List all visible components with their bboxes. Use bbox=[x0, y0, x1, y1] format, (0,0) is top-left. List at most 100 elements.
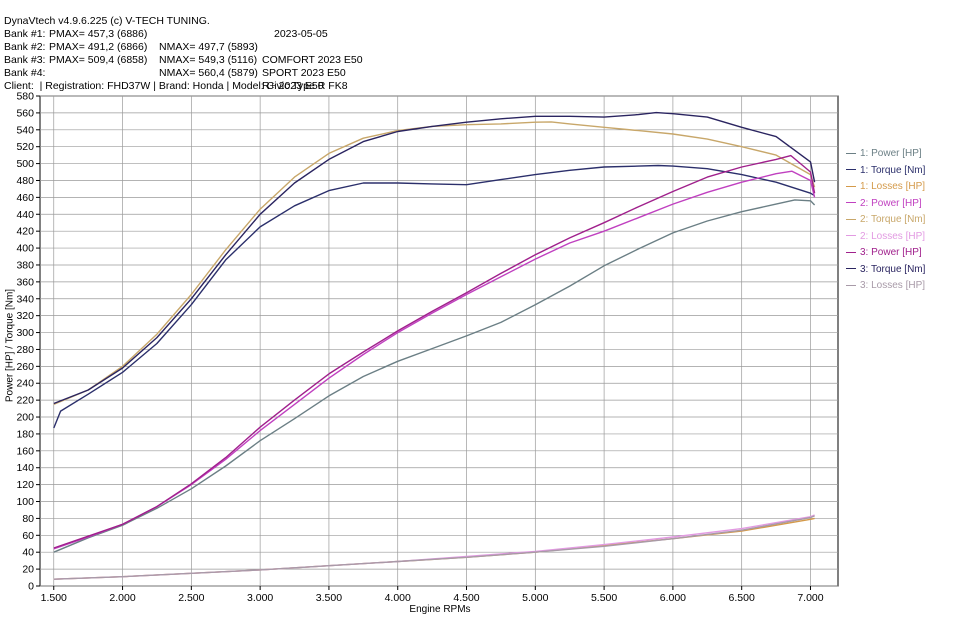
legend-item: 3: Power [HP] bbox=[846, 245, 925, 262]
y-tick-label: 580 bbox=[16, 91, 34, 103]
y-tick-label: 40 bbox=[22, 547, 34, 559]
legend-label: 3: Power [HP] bbox=[860, 247, 922, 258]
bank-row: Bank #4: bbox=[4, 54, 45, 79]
y-tick-label: 180 bbox=[16, 428, 34, 440]
legend-item: 2: Losses [HP] bbox=[846, 229, 925, 246]
chart-legend: 1: Power [HP] 1: Torque [Nm] 1: Losses [HP… bbox=[846, 146, 925, 295]
software-title: DynaVtech v4.9.6.225 (c) V-TECH TUNING. bbox=[4, 15, 210, 27]
legend-item: 1: Losses [HP] bbox=[846, 179, 925, 196]
client-info: Client: | Registration: FHD37W | Brand: … bbox=[4, 80, 348, 92]
legend-item: 2: Power [HP] bbox=[846, 196, 925, 213]
legend-swatch bbox=[846, 152, 856, 154]
y-tick-label: 380 bbox=[16, 259, 34, 271]
legend-label: 1: Losses [HP] bbox=[860, 181, 926, 192]
legend-label: 2: Power [HP] bbox=[860, 197, 922, 209]
bank-label: Bank #2: bbox=[4, 41, 46, 53]
legend-item: 2: Torque [Nm] bbox=[846, 212, 925, 229]
legend-label: 3: Torque [Nm] bbox=[860, 263, 926, 275]
y-tick-label: 20 bbox=[22, 564, 34, 576]
legend-label: 2: Losses [HP] bbox=[860, 230, 926, 242]
bank-label: Bank #1: bbox=[4, 28, 46, 40]
y-tick-label: 400 bbox=[16, 243, 34, 255]
y-tick-label: 560 bbox=[16, 107, 34, 119]
y-tick-label: 440 bbox=[16, 209, 34, 221]
y-tick-label: 340 bbox=[16, 293, 34, 305]
y-tick-label: 140 bbox=[16, 462, 34, 474]
bank-row: Bank #2: PMAX= 491,2 (6866) NMAX= 549,3 (… bbox=[4, 28, 346, 79]
legend-item: 1: Power [HP] bbox=[846, 146, 925, 163]
legend-label: 3: Losses [HP] bbox=[860, 280, 926, 291]
bank-nmax: NMAX= 497,7 (5893) bbox=[159, 41, 258, 53]
y-tick-label: 420 bbox=[16, 226, 34, 238]
y-tick-label: 200 bbox=[16, 412, 34, 424]
legend-item: 3: Torque [Nm] bbox=[846, 262, 925, 279]
x-tick-label: 6.000 bbox=[660, 592, 686, 604]
x-tick-label: 4.500 bbox=[453, 592, 479, 604]
y-tick-label: 460 bbox=[16, 192, 34, 204]
x-tick-label: 1.500 bbox=[41, 592, 67, 604]
legend-swatch bbox=[846, 185, 856, 187]
y-tick-label: 0 bbox=[28, 581, 34, 593]
bank-label: Bank #3: bbox=[4, 54, 46, 66]
y-tick-label: 120 bbox=[16, 479, 34, 491]
legend-swatch bbox=[846, 284, 856, 286]
bank-name: SPORT 2023 E50 bbox=[262, 67, 346, 79]
bank-pmax: PMAX= 491,2 (6866) bbox=[49, 41, 148, 53]
series-line bbox=[53, 154, 816, 549]
y-tick-label: 540 bbox=[16, 124, 34, 136]
legend-swatch bbox=[846, 169, 856, 171]
y-tick-label: 60 bbox=[22, 530, 34, 542]
x-tick-label: 4.000 bbox=[385, 592, 411, 604]
y-tick-label: 220 bbox=[16, 395, 34, 407]
y-tick-label: 360 bbox=[16, 276, 34, 288]
bank-row: Bank #1: PMAX= 457,3 (6886) NMAX= 497,7 (… bbox=[4, 15, 363, 66]
y-tick-label: 300 bbox=[16, 327, 34, 339]
bank-nmax: NMAX= 549,3 (5116) bbox=[159, 54, 258, 66]
series-line bbox=[53, 164, 815, 429]
series-line bbox=[53, 111, 816, 405]
legend-label: 2: Torque [Nm] bbox=[860, 214, 926, 225]
legend-swatch bbox=[846, 235, 856, 237]
y-tick-label: 280 bbox=[16, 344, 34, 356]
y-tick-label: 100 bbox=[16, 496, 34, 508]
y-tick-label: 500 bbox=[16, 158, 34, 170]
legend-label: 1: Torque [Nm] bbox=[860, 164, 926, 176]
report-date: 2023-05-05 bbox=[274, 28, 328, 40]
x-tick-label: 5.000 bbox=[522, 592, 548, 604]
bank-label: Bank #4: bbox=[4, 67, 46, 79]
y-tick-label: 480 bbox=[16, 175, 34, 187]
bank-name: R+ 2023 E50 bbox=[262, 80, 324, 92]
legend-swatch bbox=[846, 202, 856, 204]
x-axis-label: Engine RPMs bbox=[409, 604, 471, 615]
series-line bbox=[53, 121, 816, 406]
x-tick-label: 2.000 bbox=[109, 592, 135, 604]
y-tick-label: 320 bbox=[16, 310, 34, 322]
y-axis-label: Power [HP] / Torque [Nm] bbox=[4, 288, 16, 403]
x-tick-label: 6.500 bbox=[729, 592, 755, 604]
y-tick-label: 260 bbox=[16, 361, 34, 373]
y-tick-label: 520 bbox=[16, 141, 34, 153]
x-tick-label: 2.500 bbox=[178, 592, 204, 604]
x-tick-label: 3.500 bbox=[316, 592, 342, 604]
legend-swatch bbox=[846, 268, 856, 270]
series-line bbox=[53, 515, 815, 580]
bank-name: COMFORT 2023 E50 bbox=[262, 54, 363, 66]
y-tick-label: 240 bbox=[16, 378, 34, 390]
x-tick-label: 3.000 bbox=[247, 592, 273, 604]
legend-item: 3: Losses [HP] bbox=[846, 278, 925, 295]
bank-nmax: NMAX= 560,4 (5879) bbox=[159, 67, 258, 79]
bank-pmax: PMAX= 509,4 (6858) bbox=[49, 54, 148, 66]
legend-item: 1: Torque [Nm] bbox=[846, 163, 925, 180]
legend-label: 1: Power [HP] bbox=[860, 148, 922, 159]
chart-header: DynaVtech v4.9.6.225 (c) V-TECH TUNING. … bbox=[4, 2, 363, 92]
bank-pmax: PMAX= 457,3 (6886) bbox=[49, 28, 148, 40]
legend-swatch bbox=[846, 218, 856, 220]
y-tick-label: 160 bbox=[16, 445, 34, 457]
y-tick-label: 80 bbox=[22, 513, 34, 525]
series-line bbox=[53, 199, 816, 553]
x-tick-label: 7.000 bbox=[797, 592, 823, 604]
x-tick-label: 5.500 bbox=[591, 592, 617, 604]
bank-row: Bank #3: PMAX= 509,4 (6858) NMAX= 560,4 (… bbox=[4, 41, 324, 92]
legend-swatch bbox=[846, 251, 856, 253]
